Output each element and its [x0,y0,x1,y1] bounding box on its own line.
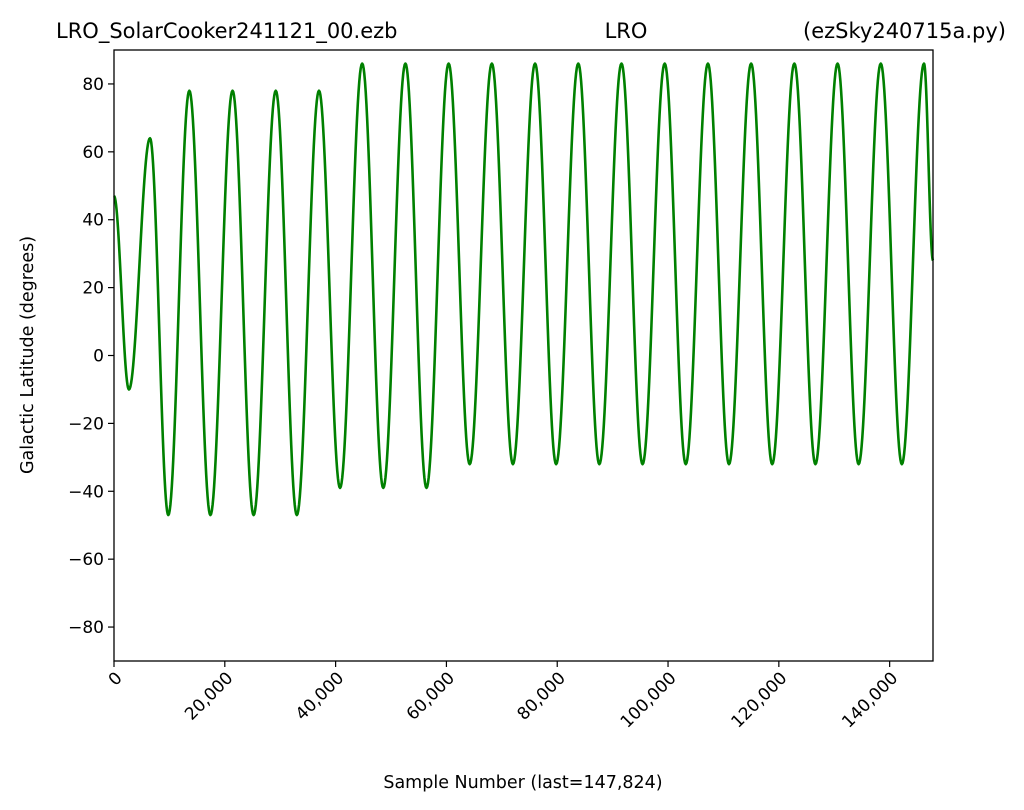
y-tick-label: 80 [82,75,104,95]
title-center: LRO [605,19,648,43]
y-tick-label: −60 [68,550,104,570]
y-tick-label: 40 [82,211,104,231]
y-tick-label: −80 [68,618,104,638]
x-axis-label: Sample Number (last=147,824) [383,773,662,793]
y-tick-label: 20 [82,279,104,299]
y-tick-label: 60 [82,143,104,163]
plot-area [113,62,935,517]
y-axis-label: Galactic Latitude (degrees) [18,236,38,474]
axes-frame [113,49,934,662]
y-tick-label: 0 [93,347,104,367]
title-left: LRO_SolarCooker241121_00.ezb [56,19,398,44]
y-tick-label: −40 [68,482,104,502]
title-right: (ezSky240715a.py) [803,19,1006,43]
y-tick-label: −20 [68,414,104,434]
series-line [113,62,935,517]
